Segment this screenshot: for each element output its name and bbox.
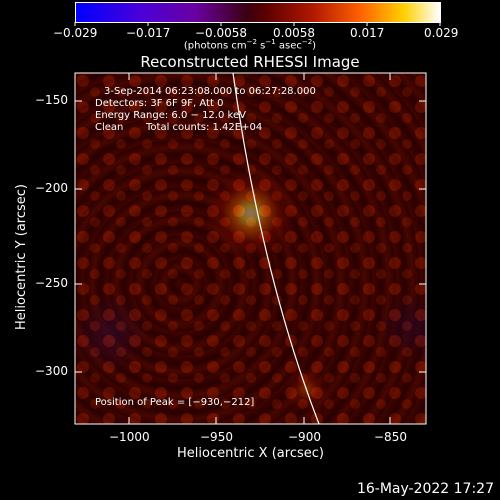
colorbar <box>75 2 441 23</box>
timestamp: 16-May-2022 17:27 <box>356 481 494 497</box>
x-tick-label: −950 <box>200 430 233 444</box>
y-tick-label: −200 <box>35 181 68 195</box>
clean-text: Clean <box>95 122 124 133</box>
colorbar-tick-label: 0.0058 <box>273 26 315 40</box>
time-range-text: 3-Sep-2014 06:23:08.000 to 06:27:28.000 <box>104 86 316 97</box>
x-tick-label: −900 <box>288 430 321 444</box>
colorbar-tick-label: 0.017 <box>350 26 385 40</box>
colorbar-tick-label: −0.029 <box>53 26 98 40</box>
colorbar-tick-label: −0.017 <box>126 26 171 40</box>
texture-overlay <box>75 73 426 424</box>
plot-title: Reconstructed RHESSI Image <box>140 53 360 71</box>
energy-range-text: Energy Range: 6.0 − 12.0 keV <box>95 110 246 121</box>
peak-position-text: Position of Peak = [−930,−212] <box>95 397 255 408</box>
solar-limb <box>232 73 320 424</box>
colorbar-tick-label: 0.029 <box>424 26 459 40</box>
colorbar-ticks <box>74 22 441 26</box>
y-tick-label: −150 <box>35 93 68 107</box>
y-tick-label: −300 <box>35 364 68 378</box>
colorbar-tick-label: −0.0058 <box>195 26 248 40</box>
x-tick-label: −1000 <box>109 430 150 444</box>
colorbar-units: (photons cm−2 s−1 asec−2) <box>183 38 317 52</box>
y-axis-label: Heliocentric Y (arcsec) <box>14 184 29 330</box>
x-axis-label: Heliocentric X (arcsec) <box>177 446 324 461</box>
x-tick-label: −850 <box>374 430 407 444</box>
y-tick-label: −250 <box>35 276 68 290</box>
total-counts-text: Total counts: 1.42E+04 <box>146 122 263 133</box>
rhessi-image <box>75 73 426 424</box>
detectors-text: Detectors: 3F 6F 9F, Att 0 <box>95 98 224 109</box>
